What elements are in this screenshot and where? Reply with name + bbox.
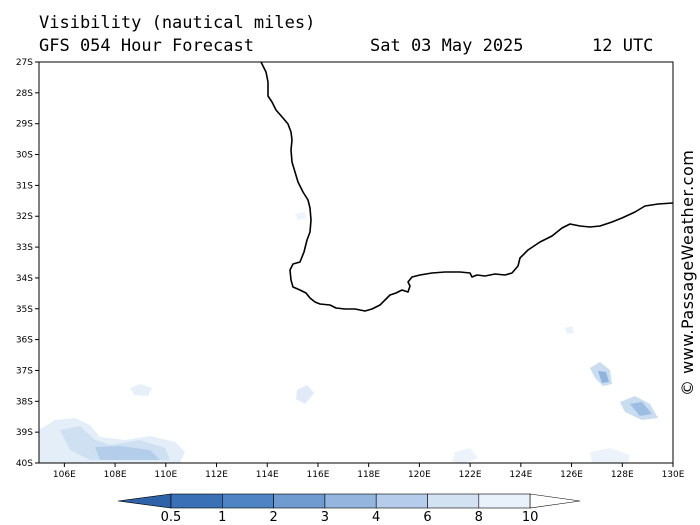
lat-label: 29S (16, 120, 33, 130)
colorbar-max-arrow (529, 493, 581, 509)
lon-label: 126E (560, 470, 583, 480)
colorbar-label: 2 (269, 510, 277, 525)
lon-label: 120E (408, 470, 431, 480)
fog-patch-3 (295, 212, 307, 220)
colorbar-label: 0.5 (161, 510, 182, 525)
colorbar-bin (222, 493, 274, 509)
lat-label: 34S (16, 274, 33, 284)
fog-patch-east-1-core (598, 371, 609, 383)
colorbar-bin (478, 493, 531, 509)
map-title: Visibility (nautical miles) (39, 13, 316, 33)
fog-patch-southwest-core (95, 446, 160, 460)
colorbar-label: 1 (218, 510, 226, 525)
fog-patch-east-2-core (630, 402, 652, 416)
colorbar-label: 10 (522, 510, 539, 525)
lat-label: 40S (16, 459, 33, 469)
forecast-time: 12 UTC (592, 36, 654, 56)
colorbar-bin (427, 493, 480, 509)
lon-label: 110E (154, 470, 177, 480)
fog-patch-east-3 (565, 326, 574, 334)
forecast-subtitle: GFS 054 Hour Forecast (39, 36, 254, 56)
lon-label: 112E (205, 470, 228, 480)
colorbar-bin (170, 493, 223, 509)
fog-patch-south-2 (590, 448, 630, 463)
lat-label: 37S (16, 366, 33, 376)
visibility-shading (39, 212, 658, 463)
colorbar-label: 3 (321, 510, 329, 525)
coastline (260, 61, 674, 312)
colorbar-label: 4 (372, 510, 380, 525)
colorbar-label: 6 (423, 510, 431, 525)
map-frame (38, 61, 674, 464)
colorbar-bin (324, 493, 377, 509)
forecast-date: Sat 03 May 2025 (370, 36, 524, 56)
lat-label: 33S (16, 243, 33, 253)
colorbar-min-arrow (117, 493, 172, 509)
lon-label: 106E (53, 470, 76, 480)
colorbar-bin (375, 493, 428, 509)
lat-label: 35S (16, 305, 33, 315)
latitude-axis: 27S 28S 29S 30S 31S 32S 33S 34S 35S 36S 37S 38S 39S 4… (16, 58, 39, 469)
lon-label: 130E (662, 470, 685, 480)
fog-patch-1 (130, 384, 152, 396)
lat-label: 36S (16, 336, 33, 346)
lat-label: 39S (16, 428, 33, 438)
colorbar-bin (273, 493, 326, 509)
colorbar-label: 8 (475, 510, 483, 525)
lat-label: 38S (16, 397, 33, 407)
lon-label: 122E (459, 470, 482, 480)
lat-label: 27S (16, 58, 33, 68)
lon-label: 124E (509, 470, 532, 480)
lat-label: 30S (16, 151, 33, 161)
lat-label: 31S (16, 181, 33, 191)
lat-label: 32S (16, 212, 33, 222)
visibility-colorbar: 0.5 1 2 3 4 6 8 10 (117, 493, 581, 525)
lon-label: 116E (307, 470, 330, 480)
lon-label: 118E (357, 470, 380, 480)
longitude-axis: 106E 108E 110E 112E 114E 116E 118E 120E 122E 124E… (53, 463, 685, 480)
lat-label: 28S (16, 89, 33, 99)
fog-patch-2 (296, 385, 314, 404)
lon-label: 108E (104, 470, 127, 480)
lon-label: 128E (611, 470, 634, 480)
lon-label: 114E (256, 470, 279, 480)
fog-patch-south-1 (452, 448, 478, 463)
